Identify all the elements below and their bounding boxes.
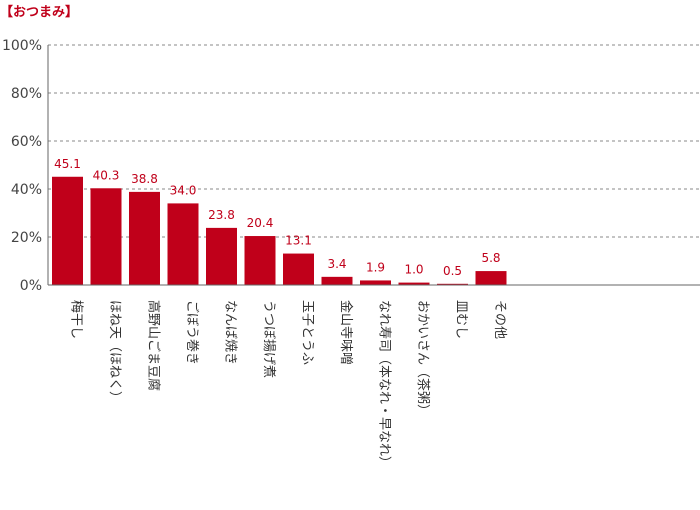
category-label: 梅干し	[69, 300, 84, 339]
data-label: 34.0	[170, 183, 197, 197]
bar	[360, 280, 391, 285]
category-label: ごぼう巻き	[184, 300, 200, 365]
bar	[167, 203, 199, 285]
data-label: 1.9	[366, 260, 385, 274]
category-label: なれ寿司（本なれ・早なれ）	[377, 300, 392, 469]
data-label: 45.1	[54, 157, 81, 171]
y-tick-label: 100%	[2, 38, 42, 54]
chart-title: 【おつまみ】	[0, 4, 78, 20]
category-label: 金山寺味噌	[338, 300, 354, 365]
data-label: 0.5	[443, 264, 462, 278]
y-tick-label: 20%	[11, 230, 42, 246]
y-tick-label: 40%	[11, 182, 42, 198]
category-label: 皿むし	[454, 300, 469, 339]
category-label: うつぼ揚げ煮	[261, 300, 277, 378]
y-axis-ticks: 0% 20% 40% 60% 80% 100%	[2, 38, 42, 294]
data-label: 20.4	[247, 216, 274, 230]
bar	[244, 236, 276, 285]
category-label: その他	[492, 300, 507, 339]
bar	[206, 227, 237, 285]
bar	[129, 191, 160, 285]
category-label: なんば焼き	[223, 300, 238, 365]
data-label: 13.1	[285, 234, 312, 248]
bar	[52, 176, 83, 285]
bar	[398, 282, 430, 285]
data-label: 40.3	[93, 168, 120, 182]
data-label: 5.8	[481, 251, 500, 265]
data-label: 38.8	[131, 172, 158, 186]
data-labels: 45.1 40.3 38.8 34.0 23.8 20.4 13.1 3.4 1.9 1.0 0.5…	[54, 157, 500, 278]
bar	[437, 283, 468, 285]
category-label: 玉子とうふ	[300, 300, 315, 365]
category-label: おかいさん（茶粥）	[415, 300, 431, 417]
data-label: 3.4	[327, 257, 346, 271]
data-label: 1.0	[404, 263, 423, 277]
y-tick-label: 0%	[20, 278, 42, 294]
bar	[283, 253, 314, 285]
y-tick-label: 60%	[11, 134, 42, 150]
data-label: 23.8	[208, 208, 235, 222]
bars	[52, 176, 507, 285]
category-label: 高野山ごま豆腐	[146, 300, 162, 391]
category-label: ほね天（ほねく）	[107, 300, 122, 404]
bar	[321, 276, 353, 285]
x-axis-categories: 梅干し ほね天（ほねく） 高野山ごま豆腐 ごぼう巻き なんば焼き うつぼ揚げ煮 玉子とうふ 金…	[69, 300, 508, 469]
y-tick-label: 80%	[11, 86, 42, 102]
bar	[90, 188, 122, 285]
bar	[475, 271, 507, 285]
